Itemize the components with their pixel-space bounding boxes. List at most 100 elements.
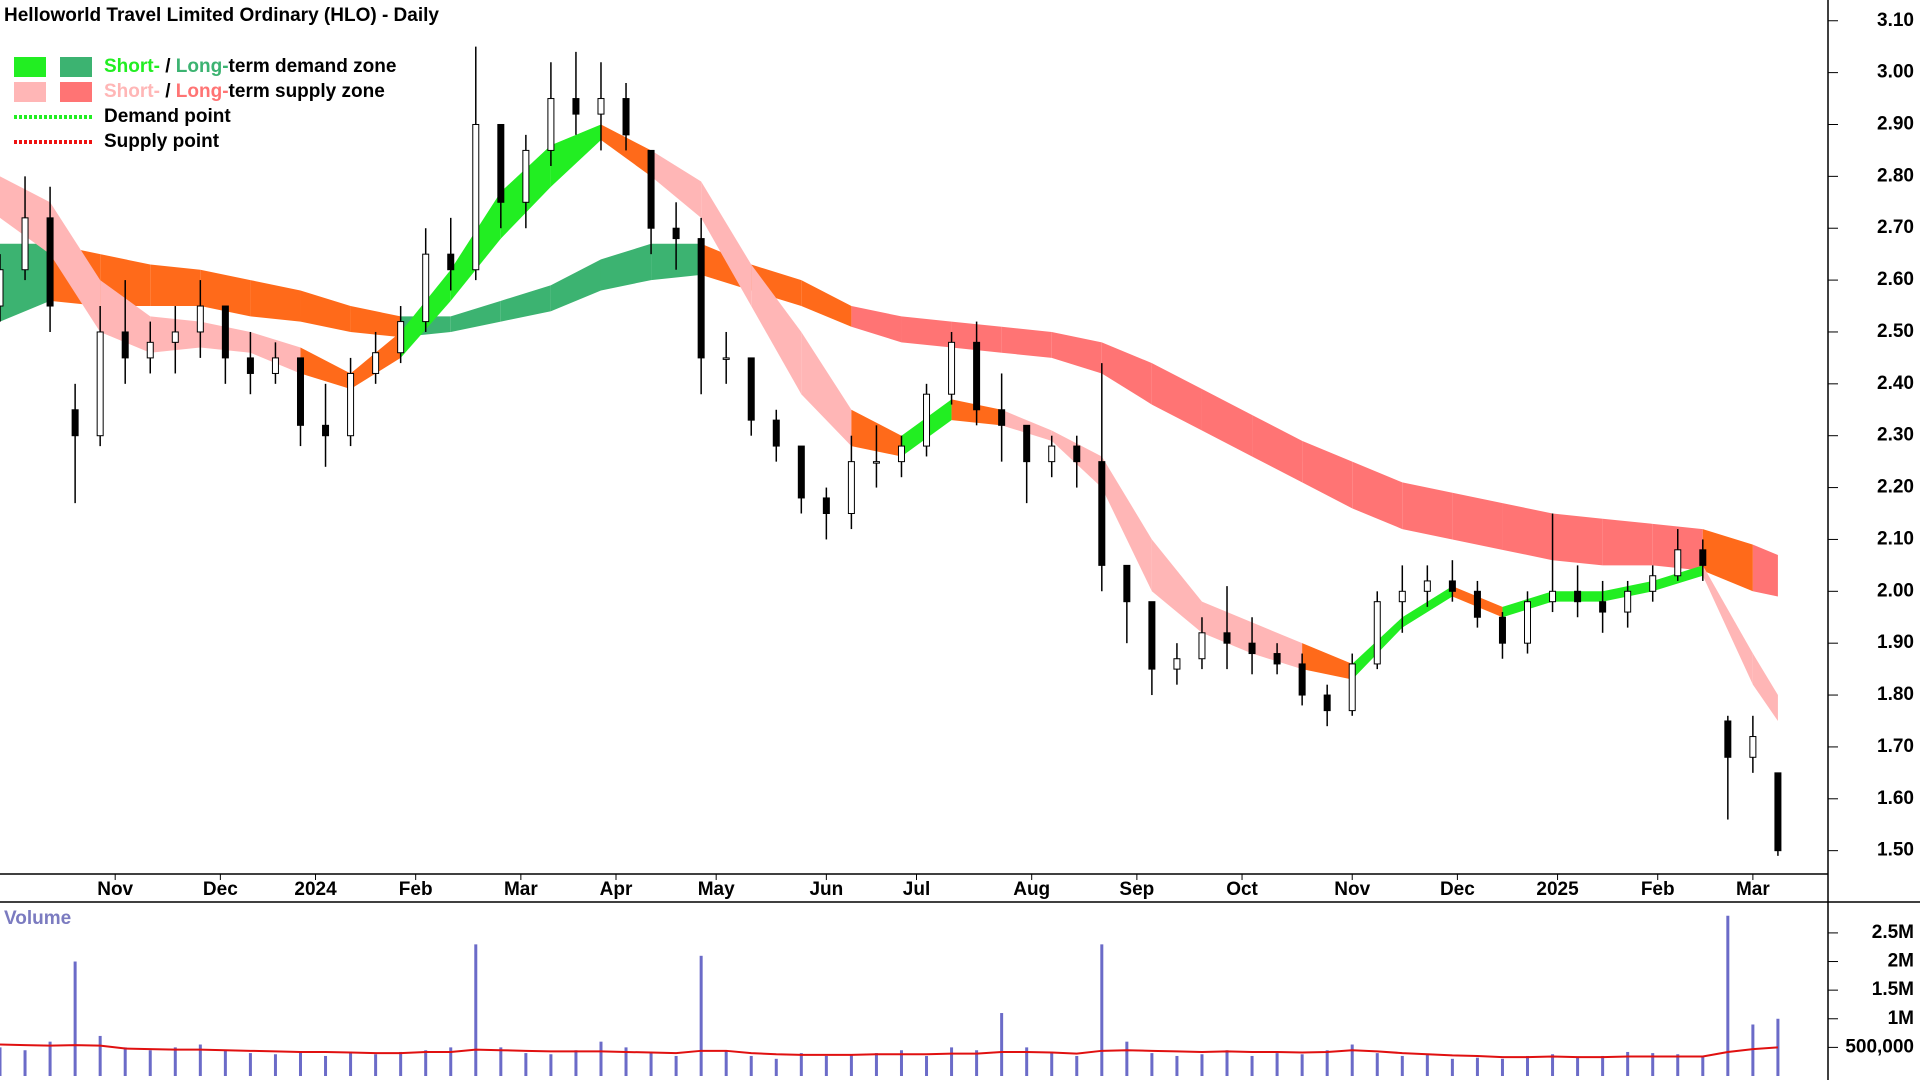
candle-body — [1524, 601, 1532, 644]
candle-body — [1223, 632, 1231, 644]
candle-body — [196, 305, 204, 333]
zone-segment — [1352, 461, 1403, 530]
candle-body — [1674, 549, 1682, 577]
y-tick-label: 1.70 — [1877, 736, 1914, 757]
y-tick-label: 2.40 — [1877, 373, 1914, 394]
legend-label: Short- / Long-term demand zone — [104, 56, 396, 77]
candle-body — [998, 409, 1006, 426]
legend-label: Demand point — [104, 106, 231, 127]
candle-body — [497, 123, 505, 203]
zone-segment — [600, 243, 652, 291]
candle-body — [1048, 445, 1056, 463]
candle-body — [948, 341, 956, 395]
candle-body — [271, 357, 279, 374]
candle-body — [422, 253, 430, 323]
volume-bar — [1601, 1055, 1605, 1076]
volume-bar — [248, 1053, 252, 1076]
volume-bar — [699, 955, 703, 1076]
volume-bar — [1425, 1054, 1429, 1076]
legend-text: Short- — [104, 81, 160, 102]
volume-bar — [1225, 1050, 1229, 1076]
candle-body — [21, 217, 29, 271]
zone-segment — [200, 269, 251, 317]
x-tick-label: Sep — [1119, 879, 1154, 900]
candle-body — [372, 352, 380, 374]
candle-body — [96, 331, 104, 437]
candle-body — [71, 409, 79, 437]
volume-bar — [1200, 1054, 1204, 1076]
candle-body — [772, 419, 780, 447]
y-tick-label: 2.30 — [1877, 425, 1914, 446]
zone-segment — [1001, 326, 1052, 358]
candle-body — [171, 331, 179, 343]
legend-text: Long- — [176, 81, 229, 102]
legend-swatch — [14, 57, 46, 77]
x-tick-label: Nov — [1334, 879, 1370, 900]
candle-body — [872, 461, 880, 464]
volume-bar — [123, 1047, 127, 1076]
candle-body — [1599, 601, 1607, 613]
volume-bar — [499, 1047, 503, 1076]
zone-segment — [300, 347, 351, 390]
x-tick-label: Feb — [399, 879, 433, 900]
volume-bar — [1250, 1055, 1254, 1076]
volume-bar — [1050, 1053, 1054, 1076]
volume-bar — [624, 1047, 628, 1076]
candle-body — [1148, 601, 1156, 670]
volume-bar — [1400, 1055, 1404, 1076]
zone-segment — [0, 243, 51, 322]
zone-segment — [1252, 414, 1303, 483]
legend-text: Supply point — [104, 131, 220, 152]
y-tick-label: 1.90 — [1877, 632, 1914, 653]
candle-body — [1574, 590, 1582, 603]
volume-bar — [599, 1041, 603, 1076]
zone-segment — [450, 300, 501, 332]
candle-body — [296, 357, 304, 426]
zone-segment — [1752, 544, 1778, 597]
volume-bar — [799, 1053, 803, 1076]
zone-segment — [350, 306, 401, 338]
zone-segment — [751, 264, 802, 307]
volume-bar — [774, 1058, 778, 1076]
y-tick-label: 2.10 — [1877, 528, 1914, 549]
x-tick-label: Jul — [903, 879, 930, 900]
volume-bar — [549, 1054, 553, 1076]
candle-body — [322, 424, 330, 437]
volume-bar — [1125, 1041, 1129, 1076]
volume-bar — [1375, 1053, 1379, 1076]
candle-body — [572, 98, 580, 115]
zone-segment — [651, 150, 702, 218]
candle-body — [1123, 564, 1131, 603]
zone-segment — [1602, 518, 1653, 566]
volume-bar — [1500, 1058, 1504, 1076]
candle-body — [146, 341, 154, 359]
zone-segment — [550, 124, 601, 187]
zone-segment — [300, 290, 351, 332]
candle-body — [1073, 445, 1081, 463]
volume-bar — [1000, 1013, 1004, 1076]
volume-bar — [524, 1053, 528, 1076]
zone-segment — [1101, 342, 1152, 405]
legend-text: / — [160, 81, 176, 102]
candle-body — [1649, 575, 1657, 592]
zone-segment — [500, 285, 551, 322]
y-tick-label: 3.10 — [1877, 10, 1914, 31]
volume-bar — [1676, 1054, 1680, 1076]
candle-body — [847, 461, 855, 515]
candle-body — [472, 123, 480, 271]
x-tick-label: Jun — [809, 879, 843, 900]
volume-bar — [349, 1053, 353, 1076]
volume-panel — [0, 915, 1780, 1076]
legend-swatch — [60, 82, 92, 102]
x-tick-label: Mar — [504, 879, 538, 900]
legend-text: term demand zone — [229, 56, 397, 77]
y-tick-label: 1.60 — [1877, 788, 1914, 809]
zone-segment — [751, 264, 802, 395]
volume-bar — [1075, 1055, 1079, 1076]
volume-bar — [1150, 1053, 1154, 1076]
candle-body — [1198, 632, 1206, 660]
candle-body — [0, 269, 4, 307]
volume-bar — [374, 1054, 378, 1076]
y-tick-label: 2.50 — [1877, 321, 1914, 342]
